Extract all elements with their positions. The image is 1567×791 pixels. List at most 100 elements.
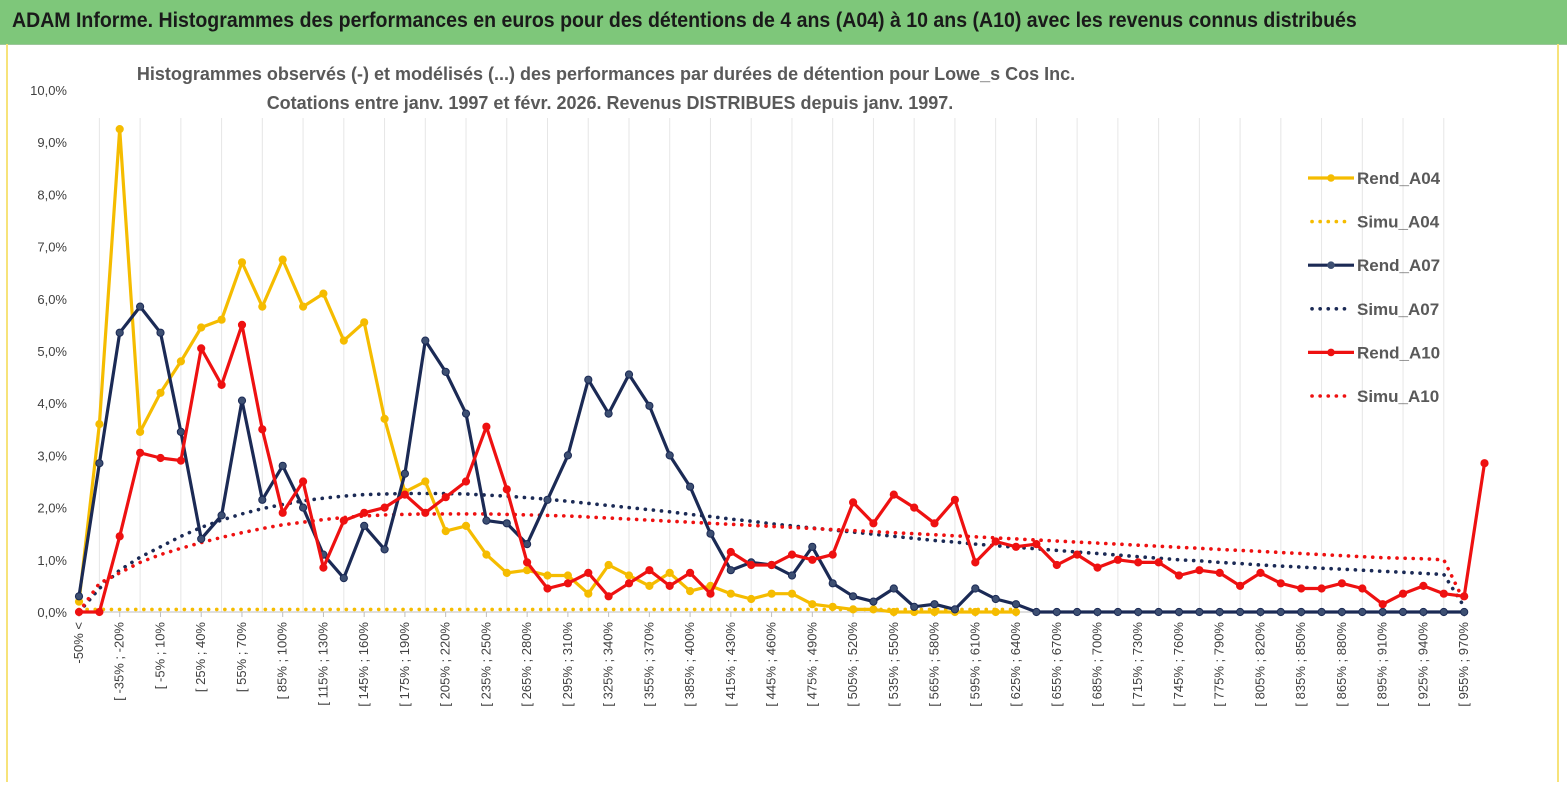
legend-label: Rend_A10	[1357, 343, 1440, 362]
legend-item-rend-a07: Rend_A07	[1308, 256, 1440, 275]
y-tick-label: 0,0%	[37, 605, 67, 620]
data-point	[441, 493, 450, 502]
legend-item-simu-a07: Simu_A07	[1310, 300, 1439, 319]
data-point	[1215, 607, 1224, 617]
x-tick-label: [ 565% ; 580%	[927, 622, 942, 707]
legend-label: Rend_A04	[1357, 169, 1441, 188]
x-tick-label: [ 265% ; 280%	[519, 622, 534, 707]
data-point	[441, 527, 450, 536]
data-point	[74, 592, 84, 601]
data-point	[74, 607, 84, 617]
legend-label: Rend_A07	[1357, 256, 1440, 275]
data-point	[258, 495, 267, 504]
y-tick-label: 6,0%	[37, 292, 67, 307]
x-tick-label: [ 805% ; 820%	[1252, 622, 1267, 707]
data-point	[930, 600, 939, 609]
data-point	[1011, 542, 1021, 551]
legend-label: Simu_A10	[1357, 387, 1439, 406]
x-tick-label: [ 25% ; 40%	[193, 622, 208, 693]
data-point	[115, 328, 124, 337]
x-tick-label: [ 505% ; 520%	[845, 622, 860, 707]
data-point	[910, 503, 919, 512]
data-point	[849, 498, 858, 507]
data-point	[1297, 584, 1306, 593]
legend-label: Simu_A04	[1357, 213, 1440, 232]
x-tick-label: [ 685% ; 700%	[1090, 622, 1105, 707]
legend-marker	[1327, 261, 1335, 270]
data-point	[278, 508, 287, 517]
data-point	[869, 519, 878, 528]
data-point	[1398, 589, 1408, 598]
data-point	[706, 589, 715, 598]
data-point	[115, 532, 124, 541]
x-tick-label: [ 715% ; 730%	[1130, 622, 1145, 707]
data-point	[991, 594, 1000, 604]
data-point	[1419, 581, 1428, 591]
data-point	[950, 605, 960, 614]
data-point	[278, 255, 287, 264]
data-point	[1174, 607, 1184, 617]
x-tick-label: [ 295% ; 310%	[560, 622, 575, 707]
data-point	[869, 605, 878, 614]
data-point	[1337, 579, 1347, 588]
chart-frame	[6, 44, 1559, 782]
data-point	[686, 482, 695, 491]
data-point	[1011, 600, 1021, 609]
data-point	[1439, 589, 1448, 598]
data-point	[380, 503, 389, 512]
data-point	[726, 566, 735, 575]
data-point	[1480, 459, 1489, 468]
x-tick-label: [ 385% ; 400%	[682, 622, 697, 707]
x-tick-label: [ 595% ; 610%	[967, 622, 982, 707]
data-point	[787, 589, 797, 598]
data-point	[624, 571, 634, 580]
data-point	[1195, 566, 1204, 575]
x-tick-label: [ 955% ; 970%	[1456, 622, 1471, 707]
data-point	[360, 521, 369, 531]
data-point	[299, 477, 308, 486]
y-tick-label: 3,0%	[37, 448, 67, 463]
data-point	[991, 537, 1000, 546]
data-point	[726, 589, 735, 598]
data-point	[176, 357, 185, 366]
series-line-rend-a10	[79, 323, 1487, 614]
data-point	[1032, 607, 1041, 617]
data-point	[828, 579, 837, 588]
data-point	[461, 409, 471, 418]
x-tick-label: [ 625% ; 640%	[1008, 622, 1023, 707]
data-point	[156, 388, 165, 397]
data-point	[563, 571, 573, 580]
data-point	[176, 427, 185, 436]
x-tick-label: [ 445% ; 460%	[764, 622, 779, 707]
data-point	[237, 258, 247, 267]
data-point	[523, 540, 532, 549]
x-tick-label: [ 655% ; 670%	[1049, 622, 1064, 707]
x-tick-label: [ 85% ; 100%	[275, 622, 290, 700]
data-point	[1154, 607, 1163, 617]
data-point	[808, 600, 817, 609]
data-point	[1093, 607, 1102, 617]
data-point	[502, 485, 511, 494]
data-point	[787, 571, 797, 580]
series-simu-a07	[77, 491, 1466, 614]
data-point	[543, 584, 552, 593]
data-point	[482, 516, 491, 525]
data-point	[380, 545, 389, 554]
y-tick-label: 2,0%	[37, 501, 67, 516]
data-point	[604, 592, 613, 601]
data-point	[808, 542, 817, 551]
data-point	[1358, 584, 1367, 593]
x-tick-label: -50% <	[71, 622, 86, 664]
data-point	[299, 302, 308, 311]
data-point	[645, 581, 654, 591]
legend: Rend_A04 Simu_A04 Rend_A07 Simu_A07 Rend_A10…	[1308, 169, 1441, 406]
data-point	[747, 594, 756, 604]
data-point	[197, 344, 206, 353]
x-tick-label: [ 835% ; 850%	[1293, 622, 1308, 707]
y-tick-label: 5,0%	[37, 344, 67, 359]
data-point	[604, 560, 613, 570]
data-point	[849, 592, 858, 601]
data-point	[421, 336, 430, 345]
data-point	[767, 589, 776, 598]
